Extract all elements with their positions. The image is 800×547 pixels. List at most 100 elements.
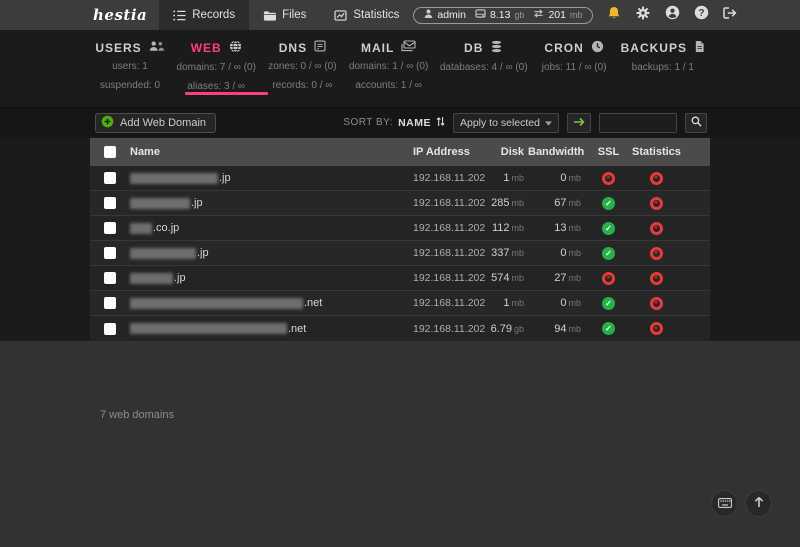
nav-db-label: DB bbox=[464, 41, 484, 55]
user-circle-icon bbox=[665, 5, 680, 25]
row-checkbox[interactable] bbox=[104, 197, 116, 209]
folder-icon bbox=[263, 10, 277, 21]
select-all-checkbox[interactable] bbox=[104, 146, 116, 158]
nav-section-cron[interactable]: CRON jobs: 11 / ∞ (0) bbox=[539, 40, 609, 107]
bandwidth-value: 67 bbox=[554, 197, 567, 209]
statistics-status-icon[interactable] bbox=[649, 296, 663, 310]
nav-section-users[interactable]: USERS users: 1 suspended: 0 bbox=[95, 40, 165, 107]
search-input[interactable] bbox=[599, 112, 677, 133]
tab-files-label: Files bbox=[282, 9, 307, 21]
table-row: .net 192.168.11.202 6.79 gb 94 mb bbox=[90, 316, 710, 341]
column-header-statistics[interactable]: Statistics bbox=[632, 146, 681, 158]
mail-icon bbox=[401, 40, 416, 55]
nav-backups-label: BACKUPS bbox=[620, 41, 687, 55]
ssl-status-icon bbox=[602, 221, 615, 235]
bandwidth-unit: mb bbox=[568, 173, 581, 183]
logout-icon bbox=[723, 6, 737, 24]
domain-suffix: .jp bbox=[191, 197, 203, 209]
redacted-domain bbox=[130, 172, 218, 184]
usage-pill[interactable]: admin 8.13 gb 201 mb bbox=[413, 6, 594, 24]
bandwidth-value: 0 bbox=[560, 297, 567, 309]
sort-direction-icon bbox=[436, 116, 445, 130]
domain-name-link[interactable]: .net bbox=[130, 297, 413, 309]
chevron-down-icon bbox=[545, 117, 552, 129]
nav-section-web[interactable]: WEB domains: 7 / ∞ (0) aliases: 3 / ∞ bbox=[177, 40, 256, 107]
bandwidth-value: 94 bbox=[554, 322, 567, 335]
table-row: .jp 192.168.11.202 337 mb 0 mb bbox=[90, 241, 710, 266]
domain-name-link[interactable]: .jp bbox=[130, 197, 413, 209]
help-button[interactable]: ? bbox=[693, 5, 709, 25]
domain-name-link[interactable]: .net bbox=[130, 323, 413, 335]
usage-user-label: admin bbox=[437, 9, 466, 21]
profile-button[interactable] bbox=[664, 5, 680, 25]
back-to-top-button[interactable] bbox=[745, 490, 772, 517]
domain-name-link[interactable]: .jp bbox=[130, 172, 413, 184]
domain-name-link[interactable]: .jp bbox=[130, 247, 413, 259]
column-header-name[interactable]: Name bbox=[130, 146, 160, 158]
svg-text:?: ? bbox=[698, 8, 704, 19]
statistics-status-icon[interactable] bbox=[649, 196, 663, 210]
table-row: .net 192.168.11.202 1 mb 0 mb bbox=[90, 291, 710, 316]
nav-section-dns[interactable]: DNS zones: 0 / ∞ (0) records: 0 / ∞ bbox=[267, 40, 337, 107]
ssl-status-icon bbox=[602, 196, 615, 210]
statistics-status-icon[interactable] bbox=[649, 271, 663, 285]
add-web-domain-button[interactable]: Add Web Domain bbox=[95, 112, 217, 133]
hestia-logo[interactable]: hestia bbox=[93, 6, 148, 24]
bandwidth-unit: mb bbox=[568, 323, 581, 334]
statistics-status-icon[interactable] bbox=[649, 322, 663, 335]
question-circle-icon: ? bbox=[694, 5, 709, 25]
column-header-ssl[interactable]: SSL bbox=[597, 146, 620, 158]
plus-circle-icon bbox=[101, 115, 114, 131]
shortcuts-button[interactable] bbox=[711, 490, 738, 517]
database-icon bbox=[490, 40, 503, 56]
bandwidth-unit: mb bbox=[568, 198, 581, 208]
domains-table: Name IP Address Disk Bandwidth SSL Stati… bbox=[90, 138, 710, 341]
notifications-button[interactable] bbox=[606, 6, 622, 25]
nav-section-db[interactable]: DB databases: 4 / ∞ (0) bbox=[440, 40, 528, 107]
bell-icon bbox=[607, 6, 621, 25]
nav-web-stat-1: domains: 7 / ∞ (0) bbox=[176, 62, 256, 73]
transfer-icon bbox=[533, 9, 544, 21]
logout-button[interactable] bbox=[722, 7, 738, 23]
toolbar: Add Web Domain SORT BY: NAME Apply to se… bbox=[0, 107, 800, 137]
nav-section-backups[interactable]: BACKUPS backups: 1 / 1 bbox=[621, 40, 705, 107]
tab-files[interactable]: Files bbox=[249, 0, 320, 30]
sort-control[interactable]: SORT BY: NAME bbox=[343, 116, 445, 130]
clock-icon bbox=[591, 40, 604, 56]
row-checkbox[interactable] bbox=[104, 247, 116, 259]
row-checkbox[interactable] bbox=[104, 272, 116, 284]
column-header-ip[interactable]: IP Address bbox=[413, 146, 470, 158]
statistics-status-icon[interactable] bbox=[649, 221, 663, 235]
domain-name-link[interactable]: .co.jp bbox=[130, 222, 413, 234]
table-row: .jp 192.168.11.202 574 mb 27 mb bbox=[90, 266, 710, 291]
apply-to-selected-dropdown[interactable]: Apply to selected bbox=[453, 112, 559, 133]
row-checkbox[interactable] bbox=[104, 322, 116, 335]
nav-dns-stat-2: records: 0 / ∞ bbox=[272, 79, 333, 91]
statistics-status-icon[interactable] bbox=[649, 246, 663, 260]
column-header-disk[interactable]: Disk bbox=[500, 146, 524, 158]
tab-records[interactable]: Records bbox=[159, 0, 250, 30]
nav-db-stat-1: databases: 4 / ∞ (0) bbox=[439, 62, 528, 73]
row-checkbox[interactable] bbox=[104, 222, 116, 234]
tab-statistics[interactable]: Statistics bbox=[320, 0, 413, 30]
disk-icon bbox=[475, 9, 486, 21]
statistics-status-icon[interactable] bbox=[649, 171, 663, 185]
nav-mail-stat-2: accounts: 1 / ∞ bbox=[355, 79, 422, 91]
disk-value: 6.79 bbox=[490, 322, 512, 335]
table-row: .jp 192.168.11.202 285 mb 67 mb bbox=[90, 191, 710, 216]
redacted-domain bbox=[130, 247, 196, 259]
settings-button[interactable] bbox=[635, 6, 651, 23]
toolbar-right: SORT BY: NAME Apply to selected bbox=[343, 112, 707, 133]
column-header-bandwidth[interactable]: Bandwidth bbox=[528, 146, 585, 158]
apply-go-button[interactable] bbox=[567, 112, 591, 133]
row-ip-address: 192.168.11.202 bbox=[413, 172, 486, 184]
row-checkbox[interactable] bbox=[104, 297, 116, 309]
bandwidth-unit: mb bbox=[568, 248, 581, 258]
nav-cron-label: CRON bbox=[544, 41, 584, 55]
search-button[interactable] bbox=[685, 112, 707, 133]
domain-name-link[interactable]: .jp bbox=[130, 272, 413, 284]
nav-section-mail[interactable]: MAIL domains: 1 / ∞ (0) accounts: 1 / ∞ bbox=[349, 40, 428, 107]
row-checkbox[interactable] bbox=[104, 172, 116, 184]
usage-net-value: 201 bbox=[548, 9, 566, 21]
row-ip-address: 192.168.11.202 bbox=[413, 197, 486, 209]
